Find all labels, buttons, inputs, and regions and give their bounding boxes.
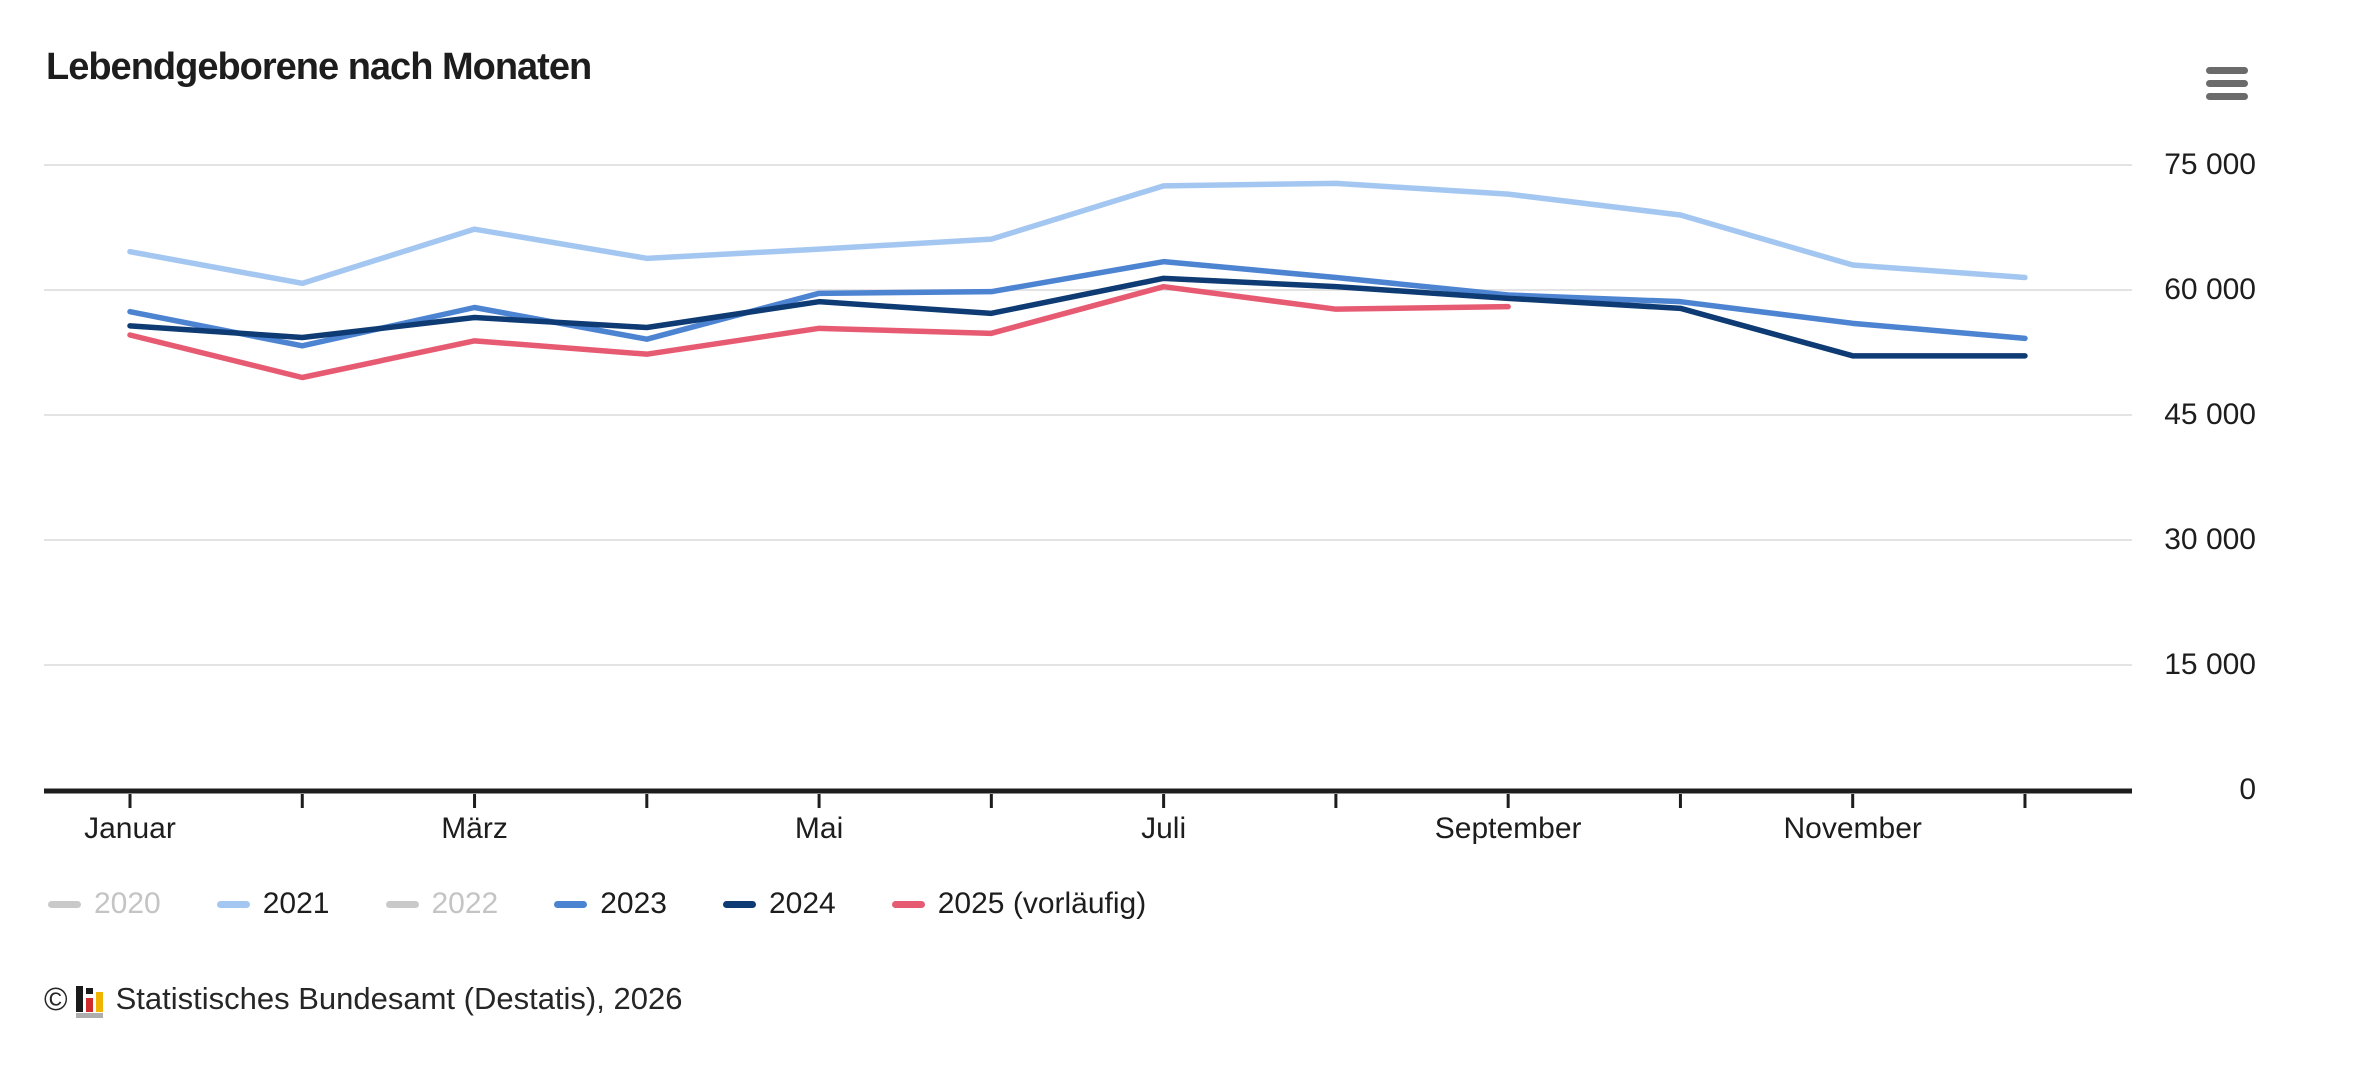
copyright-symbol: © — [44, 980, 68, 1017]
y-axis-label: 30 000 — [2164, 523, 2256, 556]
chart-title: Lebendgeborene nach Monaten — [46, 46, 592, 88]
legend-dash-icon — [723, 900, 756, 908]
legend-item-2020[interactable]: 2020 — [48, 885, 161, 923]
hamburger-icon — [2206, 66, 2248, 74]
y-axis-label: 15 000 — [2164, 648, 2256, 681]
chart-legend: 2020 2021 2022 2023 2024 2025 (vorläufig) — [48, 884, 1146, 924]
destatis-bars-icon — [75, 980, 106, 1018]
legend-label: 2024 — [769, 887, 836, 920]
legend-dash-icon — [48, 900, 81, 908]
x-axis-label: März — [441, 812, 508, 845]
legend-dash-icon — [216, 900, 250, 908]
legend-item-2024[interactable]: 2024 — [723, 885, 836, 923]
series-line-2025-vorl-ufig- — [127, 283, 1511, 381]
legend-item-2022[interactable]: 2022 — [385, 885, 499, 923]
x-axis-label: Juli — [1141, 812, 1187, 845]
legend-label: 2025 (vorläufig) — [937, 887, 1147, 920]
legend-label: 2022 — [431, 887, 499, 920]
legend-item-2021[interactable]: 2021 — [216, 885, 330, 923]
legend-label: 2021 — [262, 887, 330, 920]
source-footer: © Statistisches Bundesamt (Destatis), 20… — [44, 980, 682, 1018]
series-line-2024 — [127, 275, 2028, 359]
y-axis-label: 0 — [2239, 773, 2256, 806]
chart-menu-button[interactable] — [2204, 60, 2254, 106]
x-axis-label: Januar — [84, 812, 176, 845]
y-axis-label: 45 000 — [2164, 398, 2256, 431]
hamburger-icon — [2206, 92, 2248, 100]
legend-item-2023[interactable]: 2023 — [554, 885, 667, 923]
legend-label: 2020 — [94, 887, 161, 920]
legend-item-2025-vorl-ufig-[interactable]: 2025 (vorläufig) — [891, 885, 1147, 923]
x-axis-label: Mai — [794, 812, 844, 845]
x-axis-label: September — [1434, 812, 1582, 845]
hamburger-icon — [2206, 79, 2248, 87]
x-axis-label: November — [1783, 812, 1922, 845]
series-line-2023 — [127, 258, 2028, 349]
y-axis-label: 60 000 — [2164, 273, 2256, 306]
legend-dash-icon — [554, 900, 588, 908]
legend-label: 2023 — [600, 887, 667, 920]
legend-dash-icon — [385, 900, 419, 908]
source-text: Statistisches Bundesamt (Destatis), 2026 — [115, 981, 683, 1016]
y-axis-label: 75 000 — [2164, 148, 2256, 181]
legend-dash-icon — [891, 900, 925, 908]
series-line-2021 — [127, 180, 2028, 287]
